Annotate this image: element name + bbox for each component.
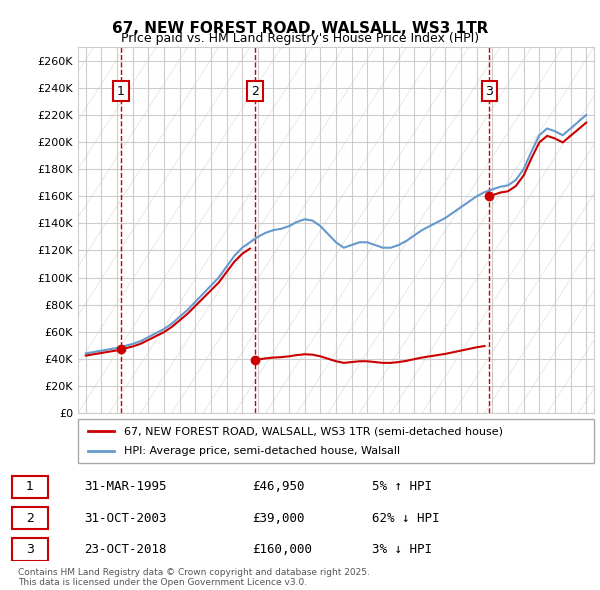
Text: 2: 2: [251, 84, 259, 97]
Text: £160,000: £160,000: [252, 543, 312, 556]
Text: Contains HM Land Registry data © Crown copyright and database right 2025.
This d: Contains HM Land Registry data © Crown c…: [18, 568, 370, 587]
Text: 67, NEW FOREST ROAD, WALSALL, WS3 1TR: 67, NEW FOREST ROAD, WALSALL, WS3 1TR: [112, 21, 488, 35]
Text: 3: 3: [26, 543, 34, 556]
Text: 3: 3: [485, 84, 493, 97]
Text: 3% ↓ HPI: 3% ↓ HPI: [372, 543, 432, 556]
Text: HPI: Average price, semi-detached house, Walsall: HPI: Average price, semi-detached house,…: [124, 446, 401, 455]
Text: 31-OCT-2003: 31-OCT-2003: [84, 512, 167, 525]
Text: 5% ↑ HPI: 5% ↑ HPI: [372, 480, 432, 493]
Text: 1: 1: [117, 84, 125, 97]
Text: £39,000: £39,000: [252, 512, 305, 525]
FancyBboxPatch shape: [12, 507, 48, 529]
Text: 2: 2: [26, 512, 34, 525]
FancyBboxPatch shape: [12, 476, 48, 498]
Text: Price paid vs. HM Land Registry's House Price Index (HPI): Price paid vs. HM Land Registry's House …: [121, 32, 479, 45]
FancyBboxPatch shape: [78, 419, 594, 463]
Text: 31-MAR-1995: 31-MAR-1995: [84, 480, 167, 493]
Text: 23-OCT-2018: 23-OCT-2018: [84, 543, 167, 556]
Text: 67, NEW FOREST ROAD, WALSALL, WS3 1TR (semi-detached house): 67, NEW FOREST ROAD, WALSALL, WS3 1TR (s…: [124, 427, 503, 436]
Text: 1: 1: [26, 480, 34, 493]
FancyBboxPatch shape: [12, 538, 48, 560]
Text: 62% ↓ HPI: 62% ↓ HPI: [372, 512, 439, 525]
Text: £46,950: £46,950: [252, 480, 305, 493]
